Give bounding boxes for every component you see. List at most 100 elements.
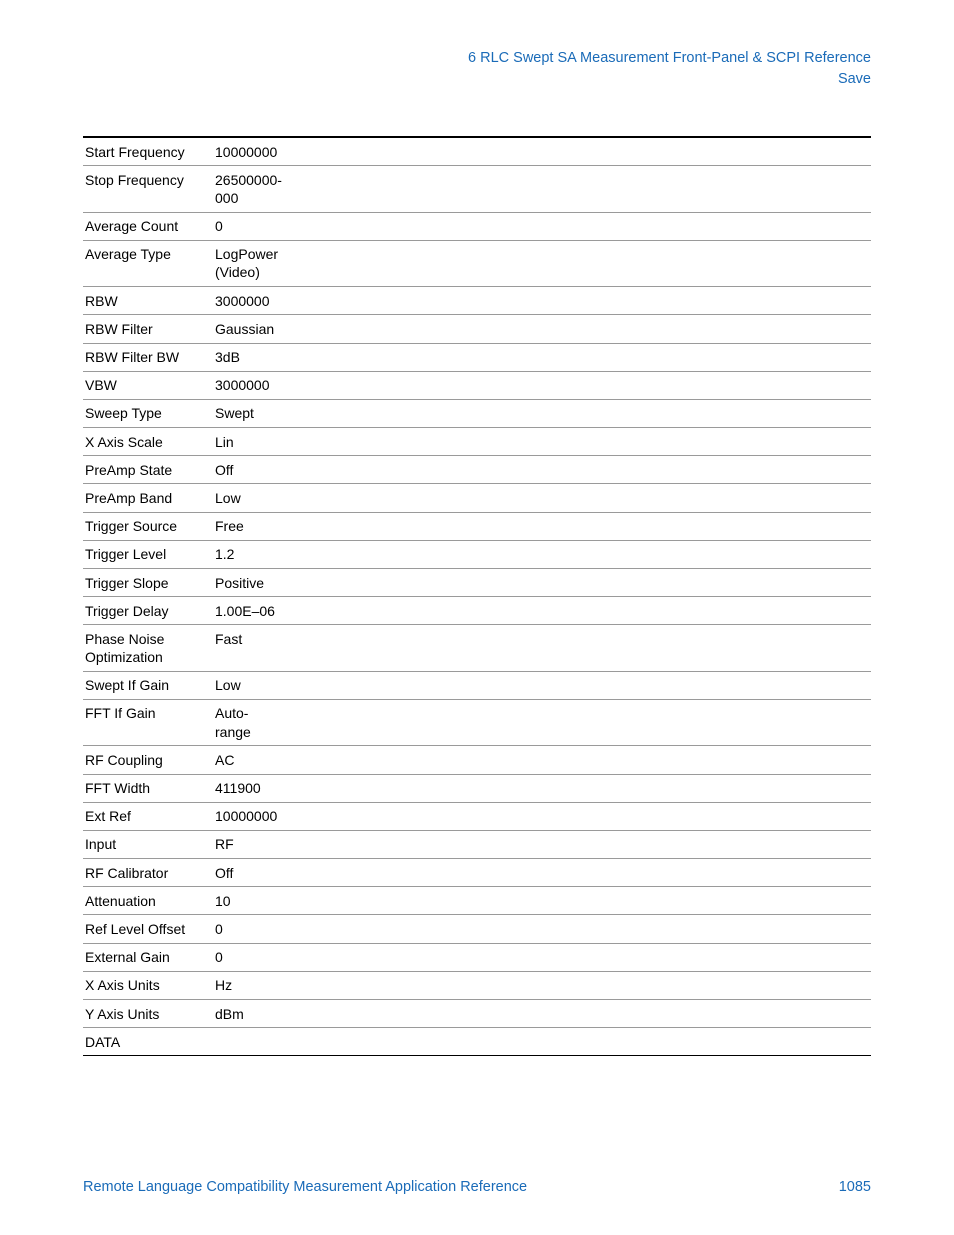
table-row: PreAmp BandLow xyxy=(83,484,871,512)
table-row: Phase Noise OptimizationFast xyxy=(83,625,871,671)
parameter-spacer xyxy=(290,887,871,915)
table-row: Average Count0 xyxy=(83,212,871,240)
parameter-name: Input xyxy=(83,830,213,858)
table-row: FFT If GainAuto-range xyxy=(83,699,871,745)
parameter-spacer xyxy=(290,830,871,858)
table-row: Swept If GainLow xyxy=(83,671,871,699)
parameter-spacer xyxy=(290,399,871,427)
table-row: PreAmp StateOff xyxy=(83,456,871,484)
parameter-name: RBW Filter xyxy=(83,315,213,343)
table-row: Start Frequency10000000 xyxy=(83,137,871,166)
table-row: Sweep TypeSwept xyxy=(83,399,871,427)
parameter-name: RBW Filter BW xyxy=(83,343,213,371)
header-chapter-title: 6 RLC Swept SA Measurement Front-Panel &… xyxy=(468,48,871,69)
parameter-value: 3000000 xyxy=(213,371,290,399)
parameter-value: Auto-range xyxy=(213,699,290,745)
table-row: Y Axis UnitsdBm xyxy=(83,1000,871,1028)
parameter-spacer xyxy=(290,1028,871,1056)
parameter-spacer xyxy=(290,371,871,399)
parameter-spacer xyxy=(290,597,871,625)
footer-doc-title: Remote Language Compatibility Measuremen… xyxy=(83,1179,527,1195)
table-row: Stop Frequency26500000-000 xyxy=(83,166,871,212)
parameter-value: 1.2 xyxy=(213,540,290,568)
table-row: InputRF xyxy=(83,830,871,858)
parameter-table-container: Start Frequency10000000Stop Frequency265… xyxy=(83,136,871,1056)
parameter-spacer xyxy=(290,484,871,512)
table-row: Trigger SlopePositive xyxy=(83,569,871,597)
table-row: X Axis ScaleLin xyxy=(83,428,871,456)
parameter-value: 0 xyxy=(213,943,290,971)
parameter-value xyxy=(213,1028,290,1056)
parameter-spacer xyxy=(290,915,871,943)
table-row: X Axis UnitsHz xyxy=(83,971,871,999)
table-row: Attenuation10 xyxy=(83,887,871,915)
parameter-spacer xyxy=(290,212,871,240)
table-row: Trigger Level1.2 xyxy=(83,540,871,568)
parameter-value: dBm xyxy=(213,1000,290,1028)
parameter-spacer xyxy=(290,671,871,699)
parameter-value: Low xyxy=(213,671,290,699)
parameter-name: Stop Frequency xyxy=(83,166,213,212)
parameter-spacer xyxy=(290,428,871,456)
parameter-table: Start Frequency10000000Stop Frequency265… xyxy=(83,136,871,1056)
parameter-spacer xyxy=(290,512,871,540)
parameter-value: Fast xyxy=(213,625,290,671)
parameter-name: X Axis Units xyxy=(83,971,213,999)
parameter-spacer xyxy=(290,287,871,315)
parameter-spacer xyxy=(290,166,871,212)
parameter-spacer xyxy=(290,971,871,999)
table-row: RF CalibratorOff xyxy=(83,859,871,887)
parameter-name: RBW xyxy=(83,287,213,315)
parameter-spacer xyxy=(290,943,871,971)
parameter-name: Trigger Slope xyxy=(83,569,213,597)
parameter-value: Swept xyxy=(213,399,290,427)
parameter-value: 3000000 xyxy=(213,287,290,315)
parameter-spacer xyxy=(290,802,871,830)
parameter-name: PreAmp Band xyxy=(83,484,213,512)
parameter-spacer xyxy=(290,1000,871,1028)
parameter-name: DATA xyxy=(83,1028,213,1056)
table-row: RBW Filter BW3dB xyxy=(83,343,871,371)
parameter-spacer xyxy=(290,137,871,166)
table-row: RBW FilterGaussian xyxy=(83,315,871,343)
parameter-spacer xyxy=(290,343,871,371)
parameter-name: FFT If Gain xyxy=(83,699,213,745)
parameter-value: 10000000 xyxy=(213,802,290,830)
header-section-title: Save xyxy=(468,69,871,90)
parameter-spacer xyxy=(290,859,871,887)
parameter-value: Low xyxy=(213,484,290,512)
parameter-name: Sweep Type xyxy=(83,399,213,427)
parameter-name: Start Frequency xyxy=(83,137,213,166)
parameter-value: 411900 xyxy=(213,774,290,802)
parameter-spacer xyxy=(290,699,871,745)
parameter-name: Average Count xyxy=(83,212,213,240)
parameter-name: Trigger Source xyxy=(83,512,213,540)
page-header: 6 RLC Swept SA Measurement Front-Panel &… xyxy=(468,48,871,90)
parameter-name: X Axis Scale xyxy=(83,428,213,456)
table-row: VBW3000000 xyxy=(83,371,871,399)
parameter-value: Off xyxy=(213,456,290,484)
parameter-value: 26500000-000 xyxy=(213,166,290,212)
parameter-name: FFT Width xyxy=(83,774,213,802)
parameter-name: Ref Level Offset xyxy=(83,915,213,943)
parameter-spacer xyxy=(290,774,871,802)
parameter-value: 1.00E–06 xyxy=(213,597,290,625)
table-row: RF CouplingAC xyxy=(83,746,871,774)
parameter-spacer xyxy=(290,240,871,286)
parameter-name: Average Type xyxy=(83,240,213,286)
parameter-name: External Gain xyxy=(83,943,213,971)
parameter-spacer xyxy=(290,540,871,568)
parameter-value: 0 xyxy=(213,915,290,943)
parameter-spacer xyxy=(290,625,871,671)
page-footer: Remote Language Compatibility Measuremen… xyxy=(83,1179,871,1195)
parameter-value: Off xyxy=(213,859,290,887)
parameter-name: Attenuation xyxy=(83,887,213,915)
parameter-value: RF xyxy=(213,830,290,858)
parameter-name: Phase Noise Optimization xyxy=(83,625,213,671)
parameter-value: 10000000 xyxy=(213,137,290,166)
table-row: Trigger SourceFree xyxy=(83,512,871,540)
parameter-value: Lin xyxy=(213,428,290,456)
table-row: RBW3000000 xyxy=(83,287,871,315)
parameter-name: Trigger Delay xyxy=(83,597,213,625)
parameter-value: Positive xyxy=(213,569,290,597)
